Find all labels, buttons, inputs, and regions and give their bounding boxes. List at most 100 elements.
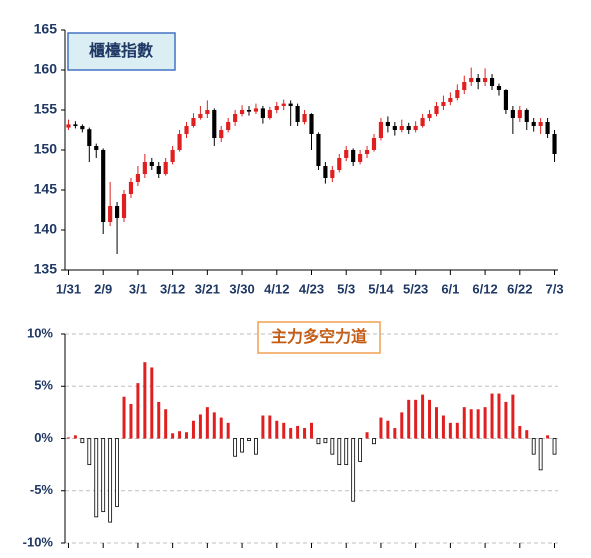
candle-body [184, 126, 189, 134]
bar [240, 438, 244, 453]
bar [546, 435, 550, 439]
candle-body [73, 124, 78, 126]
y-tick-label: 155 [34, 101, 58, 117]
bar [289, 428, 293, 439]
candle-body [316, 134, 321, 166]
bar [185, 432, 189, 439]
bar [483, 407, 487, 439]
bar [316, 438, 321, 445]
candle-body [469, 78, 474, 82]
bar [531, 438, 536, 455]
x-tick-label: 4/23 [299, 281, 324, 296]
candle-body [434, 106, 439, 114]
bar [538, 438, 543, 471]
candle-body [420, 118, 425, 126]
candle-body [406, 126, 411, 130]
bar [358, 438, 363, 462]
bar [469, 409, 473, 439]
bar [129, 404, 133, 439]
candle-body [462, 82, 467, 90]
bar [504, 401, 508, 439]
candle-body [246, 110, 252, 112]
candle-body [87, 129, 92, 146]
candle-body [274, 106, 279, 110]
bar [434, 407, 438, 439]
bar [518, 425, 522, 439]
y-tick-label: 135 [34, 261, 58, 277]
bar [205, 407, 209, 439]
bar [310, 422, 313, 439]
x-tick-label: 2/9 [94, 281, 112, 296]
bar [87, 438, 92, 466]
candle-body [281, 103, 286, 106]
candle-body [413, 126, 418, 130]
bar [80, 438, 85, 444]
x-tick-label: 3/1 [129, 281, 147, 296]
bar [351, 438, 356, 502]
candle-body [483, 78, 488, 82]
candle-body [212, 110, 217, 138]
bar [296, 425, 300, 439]
bar [143, 362, 147, 439]
y-tick-label: 150 [34, 141, 58, 157]
bar [212, 412, 216, 439]
bar [247, 438, 251, 441]
candle-body [114, 206, 120, 218]
y-tick-label: 140 [34, 221, 58, 237]
candle-body [517, 110, 522, 118]
candle-body [163, 162, 168, 174]
bar [94, 438, 99, 518]
candle-body [545, 122, 550, 134]
bar [73, 435, 77, 439]
candle-body [503, 90, 509, 110]
x-tick-label: 7/3 [545, 281, 563, 296]
candle-body [156, 166, 161, 174]
candle-body [94, 146, 99, 150]
candle-body [233, 114, 238, 122]
x-tick-label: 5/14 [368, 281, 394, 296]
bar [462, 407, 466, 439]
x-tick-label: 3/21 [195, 281, 220, 296]
bar [337, 438, 342, 466]
candle-body [378, 122, 384, 138]
candle-body [455, 90, 460, 98]
candle-body [142, 162, 147, 174]
bar [365, 432, 369, 439]
bar [275, 420, 279, 439]
candle-body [205, 110, 210, 114]
bar [150, 367, 154, 439]
bar [400, 412, 404, 439]
candle-body [219, 130, 224, 138]
candle-body [66, 124, 71, 128]
candle-body [80, 126, 85, 130]
candle-body [267, 110, 272, 118]
x-tick-label: 4/12 [264, 281, 289, 296]
bar [254, 438, 258, 455]
y-tick-label: 0% [34, 430, 53, 445]
bar [303, 428, 307, 439]
bar [178, 431, 182, 439]
candle-body [496, 86, 502, 90]
bar [379, 417, 383, 439]
candle-body [260, 108, 265, 118]
candle-body [538, 122, 543, 126]
bar [344, 438, 349, 466]
bar [476, 409, 480, 439]
bar [330, 438, 335, 455]
candle-body [177, 134, 182, 150]
candle-body [128, 182, 134, 194]
candle-body [295, 106, 300, 122]
x-tick-label: 5/23 [403, 281, 428, 296]
candle-body [108, 206, 113, 222]
y-tick-label: -10% [23, 534, 54, 549]
bar [108, 438, 113, 523]
candle-body [448, 98, 453, 102]
bar [226, 422, 230, 439]
title-box [257, 321, 381, 354]
x-tick-label: 3/30 [229, 281, 254, 296]
x-tick-label: 6/12 [472, 281, 497, 296]
x-tick-label: 5/3 [337, 281, 355, 296]
bar [372, 438, 376, 445]
candle-body [288, 103, 293, 106]
x-tick-label: 6/1 [441, 281, 459, 296]
